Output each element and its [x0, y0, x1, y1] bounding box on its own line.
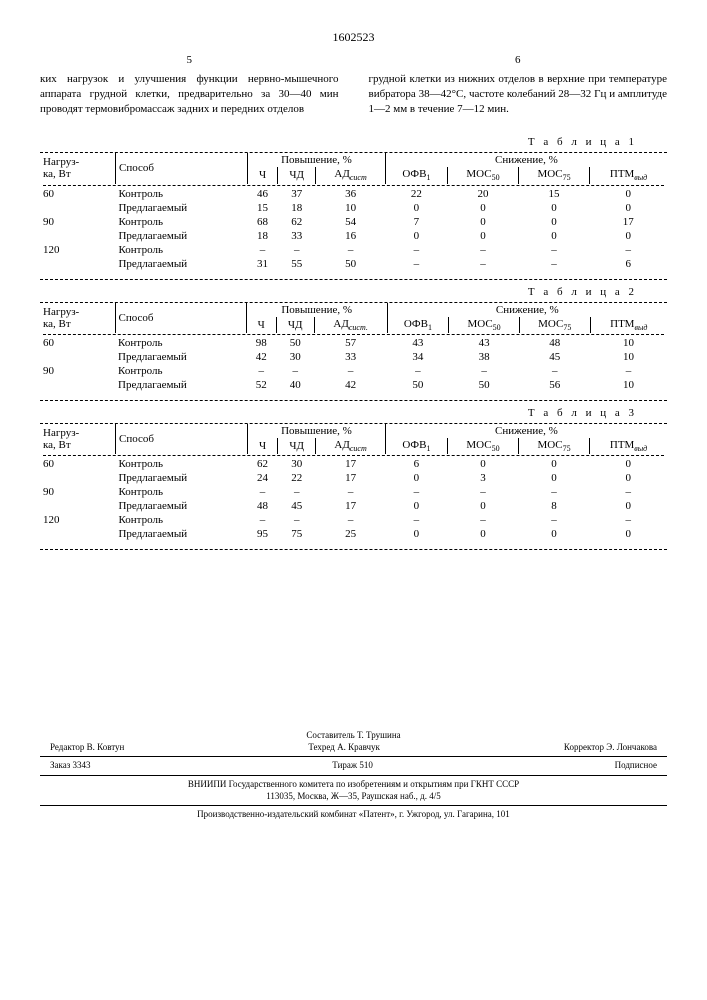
- doc-number: 1602523: [40, 30, 667, 45]
- table-row: Предлагаемый2422170300: [40, 471, 667, 485]
- table-row: 90Контроль–––––––: [40, 485, 667, 499]
- table-row: 120Контроль–––––––: [40, 513, 667, 527]
- footer-corrector: Корректор Э. Лончакова: [564, 742, 657, 754]
- table-row: 120Контроль–––––––: [40, 243, 667, 257]
- footer-zakaz: Заказ 3343: [50, 760, 91, 772]
- table-header-row: Нагруз-ка, Вт Способ Повышение, % Снижен…: [40, 303, 667, 317]
- table1: Нагруз-ка, Вт Способ Повышение, % Снижен…: [40, 153, 667, 270]
- table3-caption: Т а б л и ц а 3: [40, 407, 637, 419]
- table-header-row: Нагруз-ка, Вт Способ Повышение, % Снижен…: [40, 153, 667, 167]
- table2-caption: Т а б л и ц а 2: [40, 286, 637, 298]
- col-right: 6 грудной клетки из нижних отделов в вер…: [369, 53, 668, 116]
- footer-editor: Редактор В. Ковтун: [50, 742, 124, 754]
- col-right-text: грудной клетки из нижних отделов в верхн…: [369, 73, 668, 115]
- footer-line2: 113035, Москва, Ж—35, Раушская наб., д. …: [40, 791, 667, 803]
- footer-tech: Техред А. Кравчук: [308, 742, 380, 754]
- text-columns: 5 ких нагрузок и улучшения функции нервн…: [40, 53, 667, 116]
- col-left-text: ких нагрузок и улучшения функции нервно-…: [40, 73, 339, 115]
- footer-line1: ВНИИПИ Государственного комитета по изоб…: [40, 779, 667, 791]
- col-left: 5 ких нагрузок и улучшения функции нервн…: [40, 53, 339, 116]
- table-row: Предлагаемый9575250000: [40, 527, 667, 541]
- table-row: 60Контроль4637362220150: [40, 187, 667, 201]
- table-row: Предлагаемый52404250505610: [40, 378, 667, 392]
- table-header-row: Нагруз-ка, Вт Способ Повышение, % Снижен…: [40, 424, 667, 438]
- table-row: 90Контроль68625470017: [40, 215, 667, 229]
- col-left-num: 5: [40, 53, 339, 68]
- table2: Нагруз-ка, Вт Способ Повышение, % Снижен…: [40, 303, 667, 392]
- footer: Составитель Т. Трушина Редактор В. Ковту…: [40, 730, 667, 821]
- table1-caption: Т а б л и ц а 1: [40, 136, 637, 148]
- table-row: Предлагаемый1518100000: [40, 201, 667, 215]
- footer-line3: Производственно-издательский комбинат «П…: [40, 809, 667, 821]
- table-row: Предлагаемый4845170080: [40, 499, 667, 513]
- table-row: Предлагаемый1833160000: [40, 229, 667, 243]
- table-row: 90Контроль–––––––: [40, 364, 667, 378]
- footer-pod: Подписное: [615, 760, 657, 772]
- table-row: Предлагаемый42303334384510: [40, 350, 667, 364]
- table-row: 60Контроль98505743434810: [40, 336, 667, 350]
- footer-tirage: Тираж 510: [332, 760, 373, 772]
- col-right-num: 6: [369, 53, 668, 68]
- table-row: 60Контроль6230176000: [40, 457, 667, 471]
- table3: Нагруз-ка, Вт Способ Повышение, % Снижен…: [40, 424, 667, 541]
- table-row: Предлагаемый315550–––6: [40, 257, 667, 271]
- footer-composer: Составитель Т. Трушина: [40, 730, 667, 742]
